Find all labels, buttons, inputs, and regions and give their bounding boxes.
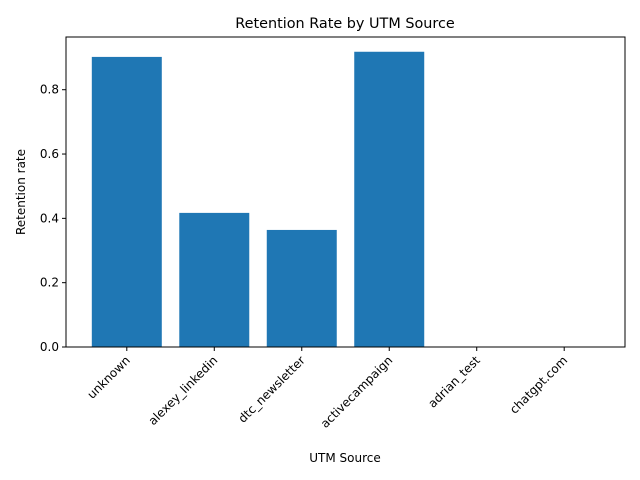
bar-unknown xyxy=(91,56,162,348)
x-tick-label: unknown xyxy=(84,353,132,401)
x-tick-label: dtc_newsletter xyxy=(235,353,307,425)
x-tick-label: chatgpt.com xyxy=(507,353,570,416)
x-tick-label: alexey_linkedin xyxy=(146,353,221,428)
x-tick-label: activecampaign xyxy=(318,353,396,431)
y-tick-label: 0.6 xyxy=(40,147,59,161)
y-tick-label: 0.2 xyxy=(40,276,59,290)
y-axis-ticks: 0.0 0.2 0.4 0.6 0.8 xyxy=(40,83,66,354)
bars-group xyxy=(91,51,425,348)
bar-activecampaign xyxy=(354,51,425,348)
y-tick-label: 0.4 xyxy=(40,211,59,225)
y-axis-title: Retention rate xyxy=(14,149,28,235)
chart-title: Retention Rate by UTM Source xyxy=(235,16,455,32)
x-axis-ticks: unknown alexey_linkedin dtc_newsletter acti… xyxy=(84,347,570,431)
plot-frame xyxy=(65,36,626,348)
y-tick-label: 0.8 xyxy=(40,83,59,97)
bar-dtc_newsletter xyxy=(266,229,337,347)
bar-alexey_linkedin xyxy=(179,212,250,347)
x-axis-title: UTM Source xyxy=(309,451,381,465)
y-tick-label: 0.0 xyxy=(40,340,59,354)
x-tick-label: adrian_test xyxy=(425,353,483,411)
